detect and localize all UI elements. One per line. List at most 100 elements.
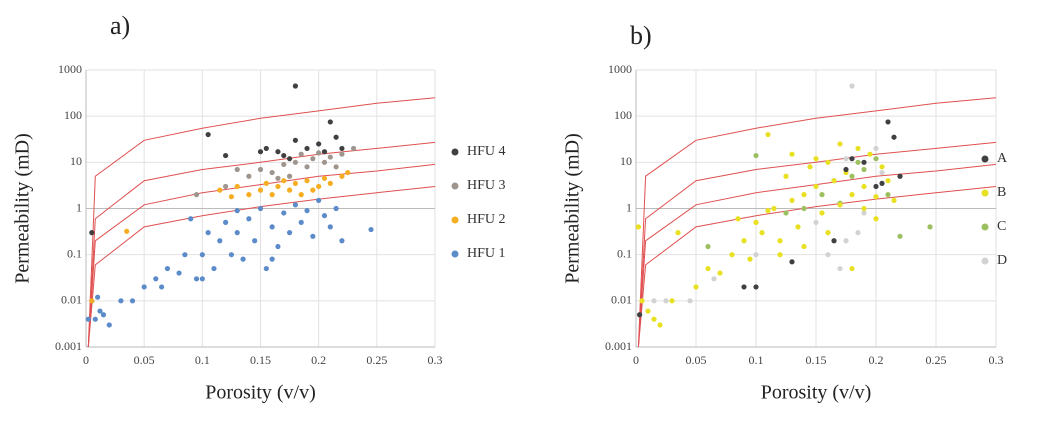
point — [879, 180, 885, 186]
point — [795, 224, 801, 230]
point — [813, 219, 819, 225]
point — [651, 316, 657, 322]
point — [89, 230, 95, 236]
point — [861, 183, 867, 190]
point — [669, 298, 675, 304]
point — [327, 154, 333, 160]
point — [159, 284, 165, 290]
point — [735, 216, 741, 222]
point — [861, 205, 867, 212]
point — [129, 298, 136, 304]
legend-swatch — [981, 223, 989, 231]
point — [188, 216, 194, 222]
point — [263, 265, 269, 272]
point — [645, 308, 651, 314]
legend-swatch — [451, 182, 459, 190]
y-tick-label: 1 — [626, 200, 632, 214]
point — [304, 164, 310, 170]
x-tick-label: 0.3 — [989, 353, 1004, 367]
boundary-curve — [87, 163, 436, 348]
point — [849, 265, 855, 272]
point — [339, 151, 345, 157]
point — [873, 216, 879, 222]
point — [345, 169, 351, 176]
point — [193, 276, 200, 282]
point — [849, 156, 855, 162]
point — [765, 131, 771, 138]
x-tick-label: 0 — [633, 353, 639, 367]
point — [304, 145, 310, 152]
x-tick-label: 0.2 — [311, 353, 326, 367]
point — [753, 219, 759, 225]
x-tick-label: 0 — [83, 353, 89, 367]
point — [927, 224, 933, 230]
point — [855, 230, 861, 236]
point — [286, 156, 293, 162]
point — [223, 183, 229, 190]
point — [298, 192, 304, 198]
point — [246, 216, 252, 222]
point — [333, 134, 339, 140]
point — [753, 252, 759, 258]
point — [164, 265, 171, 272]
point — [891, 197, 897, 203]
point — [97, 308, 103, 314]
point — [819, 210, 825, 216]
legend-label: D — [997, 253, 1007, 268]
point — [298, 151, 304, 157]
point — [275, 243, 281, 250]
point — [269, 192, 275, 198]
y-axis-label: Permeability (mD) — [12, 133, 34, 284]
point — [292, 180, 298, 186]
point — [339, 173, 345, 179]
y-tick-label: 100 — [614, 108, 632, 122]
point — [635, 224, 642, 230]
point — [205, 131, 211, 138]
point — [891, 134, 897, 140]
point — [771, 205, 777, 212]
point — [286, 230, 293, 236]
point — [885, 192, 891, 198]
y-tick-label: 0.01 — [61, 293, 82, 307]
x-tick-label: 0.1 — [749, 353, 764, 367]
point — [316, 150, 322, 156]
point — [321, 159, 328, 165]
point — [275, 149, 281, 155]
point — [350, 145, 357, 152]
point — [825, 230, 831, 236]
point — [92, 316, 98, 322]
point — [825, 159, 831, 165]
x-tick-label: 0.25 — [366, 353, 387, 367]
point — [819, 192, 825, 198]
point — [879, 164, 885, 170]
point — [368, 226, 374, 233]
x-axis-label: Porosity (v/v) — [205, 382, 316, 404]
point — [831, 238, 837, 244]
point — [753, 284, 759, 290]
point — [843, 238, 849, 244]
y-axis-label: Permeability (mD) — [562, 133, 584, 284]
legend-swatch — [981, 257, 989, 265]
legend-swatch — [451, 250, 459, 258]
boundary-curve — [637, 97, 997, 348]
y-tick-label: 0.001 — [605, 339, 632, 353]
point — [837, 202, 843, 208]
point — [223, 219, 229, 225]
point — [825, 252, 831, 258]
point — [873, 156, 879, 162]
point — [849, 83, 855, 89]
point — [228, 194, 235, 200]
point — [813, 183, 819, 190]
legend-swatch — [981, 189, 989, 197]
point — [298, 219, 304, 225]
point — [861, 159, 867, 165]
legend-swatch — [451, 216, 459, 224]
y-tick-label: 0.1 — [617, 246, 632, 260]
y-tick-label: 1 — [76, 200, 82, 214]
point — [801, 243, 807, 250]
point — [849, 192, 855, 198]
point — [292, 83, 298, 89]
y-tick-label: 1000 — [608, 62, 632, 76]
point — [885, 178, 891, 184]
y-tick-label: 0.1 — [67, 246, 82, 260]
